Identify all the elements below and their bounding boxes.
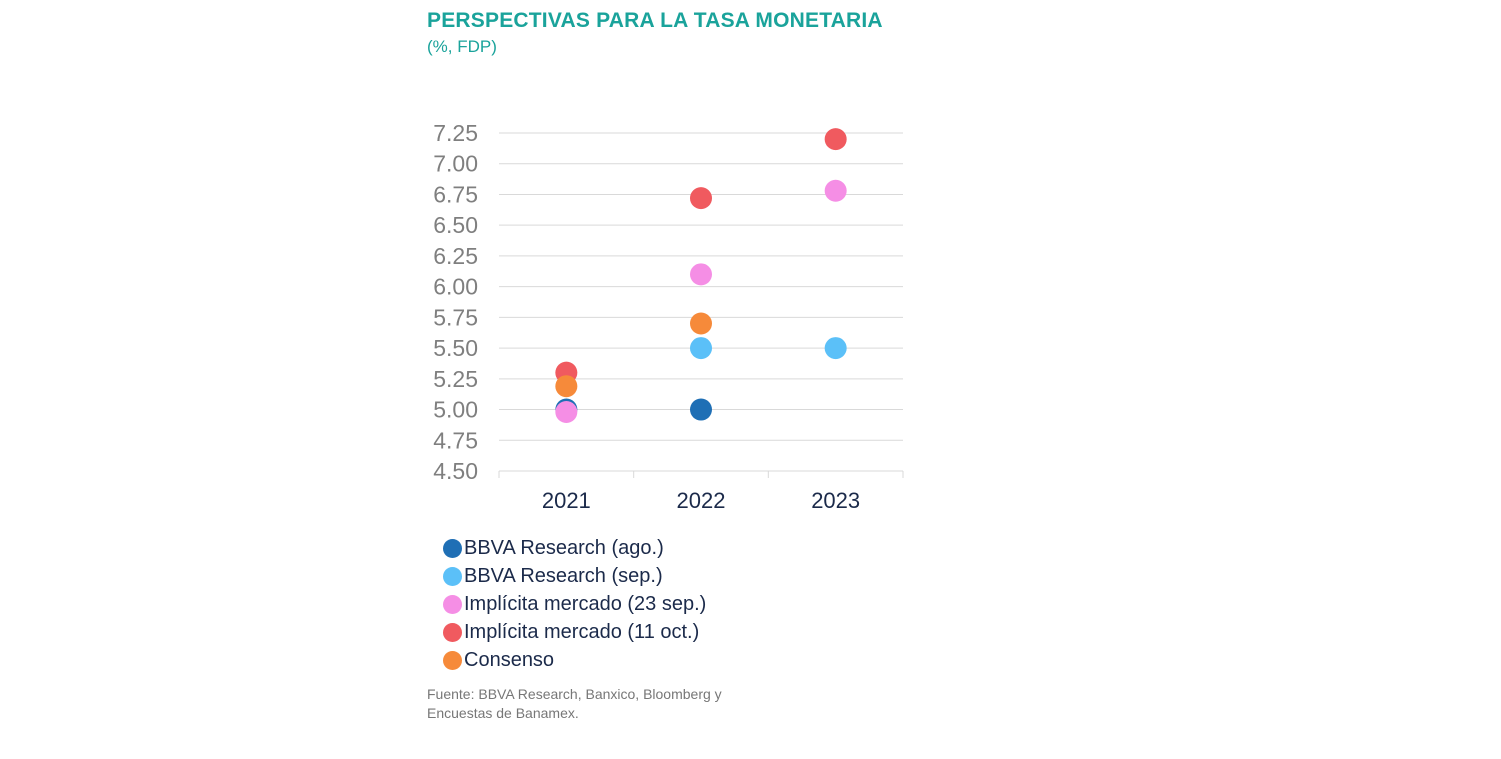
legend-item: BBVA Research (ago.) [443,534,706,562]
y-tick-label: 5.25 [433,366,478,392]
y-tick-label: 6.25 [433,243,478,269]
y-tick-label: 5.75 [433,304,478,330]
y-tick-label: 7.25 [433,120,478,146]
y-tick-label: 4.50 [433,458,478,484]
x-category-label: 2023 [811,488,860,513]
legend-label: Implícita mercado (11 oct.) [464,620,700,643]
data-point [824,179,847,202]
legend-label: BBVA Research (ago.) [464,536,664,559]
chart-title: PERSPECTIVAS PARA LA TASA MONETARIA [427,9,883,32]
legend-label: Implícita mercado (23 sep.) [464,592,707,615]
y-tick-label: 5.50 [433,335,478,361]
legend-item: BBVA Research (sep.) [443,562,706,590]
y-tick-label: 4.75 [433,427,478,453]
y-tick-label: 7.00 [433,151,478,177]
source-note: Fuente: BBVA Research, Banxico, Bloomber… [427,686,722,721]
y-tick-label: 6.00 [433,274,478,300]
x-category-label: 2021 [542,488,591,513]
legend-marker-icon [443,594,462,614]
data-point [555,401,578,424]
legend-marker-icon [443,538,462,558]
data-point [690,187,712,210]
data-point [824,128,847,151]
data-point [690,263,712,286]
data-point [690,312,712,335]
legend-item: Consenso [443,646,706,674]
data-point [690,337,712,360]
data-point [555,375,578,398]
y-tick-label: 6.75 [433,181,478,207]
y-tick-label: 6.50 [433,212,478,238]
chart-legend: BBVA Research (ago.) BBVA Research (sep.)… [443,534,706,674]
legend-marker-icon [443,566,462,586]
data-point [824,337,847,360]
y-tick-label: 5.00 [433,397,478,423]
legend-marker-icon [443,650,462,670]
legend-item: Implícita mercado (11 oct.) [443,618,706,646]
legend-marker-icon [443,622,462,642]
data-point [690,398,712,421]
legend-item: Implícita mercado (23 sep.) [443,590,706,618]
legend-label: Consenso [464,648,555,671]
chart-subtitle: (%, FDP) [427,37,497,56]
x-category-label: 2022 [677,488,726,513]
legend-label: BBVA Research (sep.) [464,564,663,587]
